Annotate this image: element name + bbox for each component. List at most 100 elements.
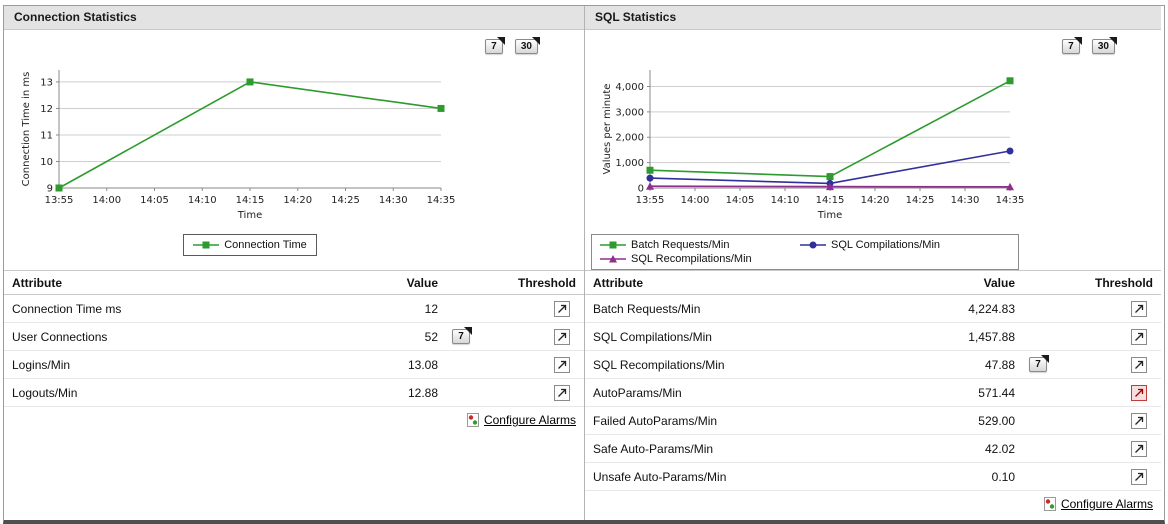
legend-box: Connection Time [183,234,317,256]
svg-text:14:20: 14:20 [283,195,312,206]
panel-header: SQL Statistics [585,6,1161,30]
table-row: Connection Time ms 12 [4,295,584,323]
threshold-cell [484,300,576,317]
connection-time-chart: 9 10 11 12 13 13:55 14:00 14:05 14:10 14:15 14:20 1… [21,70,455,221]
table-row: Batch Requests/Min 4,224.83 [585,295,1161,323]
svg-text:14:20: 14:20 [861,195,890,206]
threshold-arrow-icon [1135,332,1144,341]
table-row: Logouts/Min 12.88 [4,379,584,407]
attribute-value: 12.88 [407,385,438,400]
threshold-icon[interactable] [554,356,570,373]
svg-text:1,000: 1,000 [615,158,644,169]
threshold-arrow-icon [1135,472,1144,481]
threshold-arrow-icon [1135,416,1144,425]
threshold-icon[interactable] [1131,356,1147,373]
configure-alarms-link[interactable]: Configure Alarms [1060,497,1153,511]
threshold-cell [1061,300,1153,317]
attribute-label: Logouts/Min [12,385,78,400]
svg-text:14:05: 14:05 [140,195,169,206]
period-7-button[interactable]: 7 [484,37,505,54]
svg-text:14:10: 14:10 [188,195,217,206]
svg-text:14:00: 14:00 [92,195,121,206]
dashboard: Connection Statistics 7 30 9 10 11 12 13 13:5… [3,5,1165,524]
threshold-icon[interactable] [1131,412,1147,429]
attribute-value: 1,457.88 [968,329,1015,344]
threshold-arrow-icon [558,388,567,397]
legend-label: Batch Requests/Min [631,239,730,251]
legend-marker-icon [193,241,220,249]
legend-marker-icon [600,241,626,249]
svg-text:14:00: 14:00 [681,195,710,206]
attribute-value: 52 [424,329,438,344]
attribute-table: Attribute Value Threshold Batch Requests… [585,270,1161,517]
panel-title: SQL Statistics [595,10,677,24]
sql-statistics-chart: 0 1,000 2,000 3,000 4,000 13:55 14:00 14:05 14:1… [602,70,1025,221]
svg-text:Values per minute: Values per minute [602,84,613,175]
threshold-icon[interactable] [554,300,570,317]
legend-item: SQL Recompilations/Min [600,252,800,266]
threshold-icon[interactable] [554,384,570,401]
threshold-icon[interactable] [1131,468,1147,485]
threshold-cell [1061,328,1153,345]
attribute-value: 529.00 [978,413,1015,428]
threshold-arrow-icon [558,360,567,369]
legend-item: Connection Time [193,238,307,252]
chart-toolbar: 7 30 [4,30,584,58]
threshold-cell [1061,356,1153,373]
threshold-arrow-icon [1135,388,1144,397]
legend-marker-icon [800,241,826,249]
svg-text:12: 12 [40,104,53,115]
svg-text:2,000: 2,000 [615,133,644,144]
svg-text:10: 10 [40,157,53,168]
threshold-icon[interactable] [1131,300,1147,317]
attribute-label: Logins/Min [12,357,71,372]
attribute-value: 0.10 [991,469,1015,484]
period-30-button[interactable]: 30 [514,37,541,54]
svg-text:13:55: 13:55 [636,195,665,206]
svg-text:14:25: 14:25 [906,195,935,206]
table-row: Safe Auto-Params/Min 42.02 [585,435,1161,463]
chart-legend: Batch Requests/Min SQL Compilations/Min SQ… [591,234,1019,270]
svg-text:14:15: 14:15 [236,195,265,206]
table-row: Failed AutoParams/Min 529.00 [585,407,1161,435]
attribute-value: 13.08 [407,357,438,372]
value-column-header: Value [983,275,1015,290]
attribute-label: Batch Requests/Min [593,301,701,316]
attribute-label: Failed AutoParams/Min [593,413,718,428]
chart-legend: Connection Time [59,234,441,256]
configure-alarms-icon[interactable] [1043,497,1056,511]
svg-text:14:10: 14:10 [771,195,800,206]
table-row: Unsafe Auto-Params/Min 0.10 [585,463,1161,491]
legend-marker-icon [600,255,626,263]
svg-text:13:55: 13:55 [45,195,74,206]
attribute-column-header: Attribute [12,275,62,290]
threshold-arrow-icon [1135,360,1144,369]
configure-alarms-icon[interactable] [466,413,479,427]
svg-text:4,000: 4,000 [615,82,644,93]
threshold-icon[interactable] [1131,440,1147,457]
period-7-button[interactable]: 7 [1061,37,1082,54]
spacer: 7 [438,327,484,344]
svg-text:Time: Time [817,210,842,221]
threshold-icon[interactable] [1131,384,1147,401]
period-30-button[interactable]: 30 [1091,37,1118,54]
attribute-label: Connection Time ms [12,301,122,316]
svg-text:14:35: 14:35 [996,195,1025,206]
panel-title: Connection Statistics [14,10,137,24]
table-row: Logins/Min 13.08 [4,351,584,379]
svg-text:14:15: 14:15 [816,195,845,206]
sql-statistics-panel: SQL Statistics 7 30 0 1,000 2,000 3,000 4,00… [585,6,1161,520]
threshold-icon[interactable] [554,328,570,345]
threshold-icon[interactable] [1131,328,1147,345]
table-row: SQL Recompilations/Min 47.88 7 [585,351,1161,379]
configure-alarms-row: Configure Alarms [4,407,584,433]
connection-statistics-panel: Connection Statistics 7 30 9 10 11 12 13 13:5… [4,6,585,520]
attribute-value: 4,224.83 [968,301,1015,316]
row-period-7-button[interactable]: 7 [1029,355,1049,372]
threshold-column-header: Threshold [517,275,576,290]
configure-alarms-link[interactable]: Configure Alarms [483,413,576,427]
row-period-7-button[interactable]: 7 [452,327,472,344]
threshold-cell [484,384,576,401]
table-row: AutoParams/Min 571.44 [585,379,1161,407]
threshold-cell [484,328,576,345]
